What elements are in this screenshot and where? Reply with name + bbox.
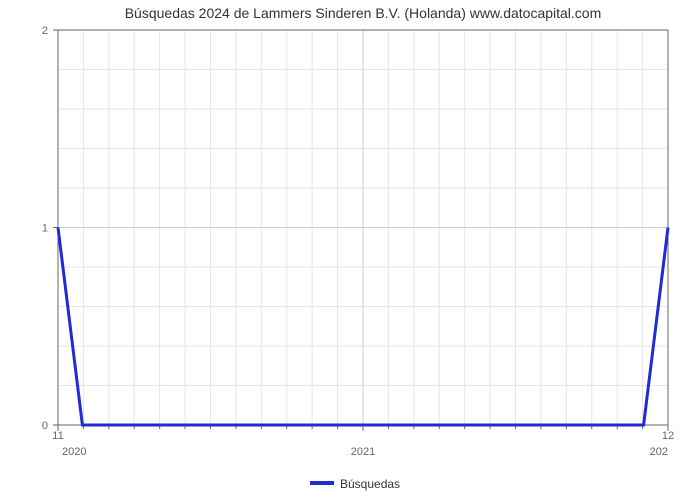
chart-container: 012111220202021202Búsquedas 2024 de Lamm… [0,0,700,500]
legend-label: Búsquedas [340,477,400,491]
y-tick-label: 1 [42,223,48,235]
chart-title: Búsquedas 2024 de Lammers Sinderen B.V. … [125,5,602,21]
x-end-label-right: 12 [662,430,674,442]
x-year-label: 202 [650,446,668,458]
line-chart: 012111220202021202Búsquedas 2024 de Lamm… [0,0,700,500]
y-tick-label: 2 [42,25,48,37]
y-tick-label: 0 [42,420,48,432]
x-year-label: 2020 [62,446,86,458]
legend-swatch [310,481,334,485]
x-year-label: 2021 [351,446,375,458]
x-end-label-left: 11 [52,430,63,442]
